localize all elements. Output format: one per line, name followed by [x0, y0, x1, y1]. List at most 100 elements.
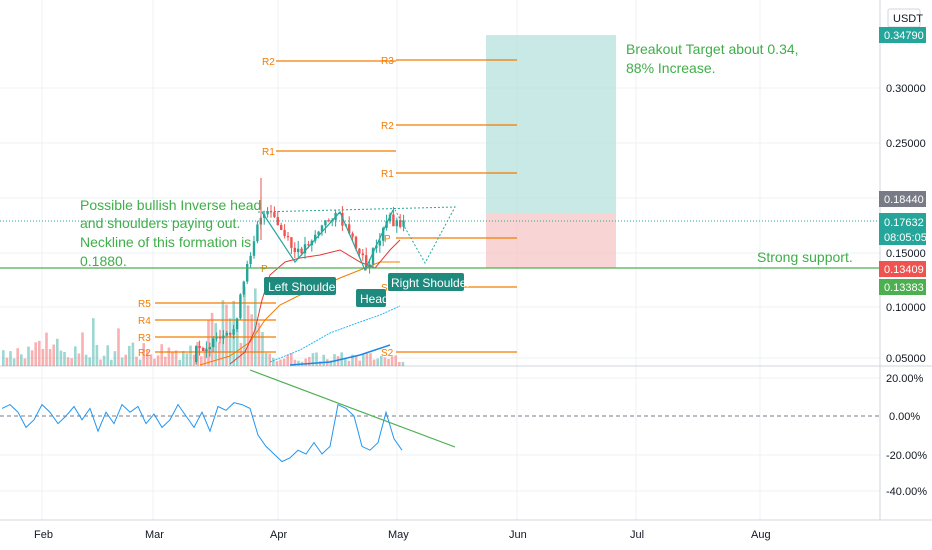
volume-bar [372, 359, 376, 366]
oscillator-axis[interactable]: 20.00% 0.00% -20.00% -40.00% [886, 373, 927, 498]
volume-bar [344, 358, 347, 366]
volume-bar [146, 350, 149, 366]
svg-text:20.00%: 20.00% [886, 373, 924, 385]
pivot-label: R1 [381, 169, 394, 180]
volume-bar [192, 354, 196, 366]
neckline[interactable] [257, 206, 456, 265]
candle-body [378, 240, 381, 246]
volume-bar [394, 355, 397, 366]
volume-bar [48, 349, 52, 366]
volume-bar [102, 355, 106, 366]
target-note[interactable]: Breakout Target about 0.34, 88% Increase… [626, 41, 799, 76]
volume-bar [336, 356, 340, 366]
pivot-label: S1 [381, 283, 394, 294]
candle-body [239, 294, 242, 319]
candle-body [297, 248, 300, 253]
ma-cyan [269, 305, 401, 363]
volume-bar [59, 350, 63, 366]
volume-bar [124, 354, 127, 366]
candles [195, 178, 405, 365]
candle-body [320, 225, 324, 232]
volume-bar [9, 351, 12, 366]
candle-body [382, 227, 385, 241]
volume-bar [106, 345, 109, 366]
volume-bar [70, 358, 73, 366]
candle-body [395, 220, 398, 227]
svg-text:-20.00%: -20.00% [886, 450, 927, 462]
volume-bar [398, 361, 401, 366]
price-axis[interactable]: USDT 0.30000 0.25000 0.15000 0.10000 0.0… [879, 8, 927, 365]
candle-body [361, 253, 364, 256]
volume-bar [174, 350, 178, 366]
last-close-label: 0.18440 [884, 194, 924, 206]
candle-body [314, 234, 317, 241]
volume-bar [333, 354, 336, 366]
candle-body [273, 212, 276, 218]
pattern-note[interactable]: Possible bullish Inverse head and should… [80, 197, 261, 269]
candle-body [324, 220, 327, 226]
left-shoulder-label[interactable]: Left Shoulder [264, 277, 339, 295]
volume-bar [178, 359, 181, 366]
time-axis[interactable]: Feb Mar Apr May Jun Jul Aug [34, 529, 771, 541]
candle-body [290, 237, 293, 248]
volume-bar [279, 359, 282, 366]
volume-bar [99, 359, 102, 366]
volume-bar [128, 345, 131, 366]
svg-text:Mar: Mar [145, 529, 164, 541]
volume-bar [30, 350, 34, 366]
volume-bar [95, 345, 99, 366]
volume-bars [2, 286, 405, 366]
volume-bar [189, 345, 192, 366]
svg-text:Feb: Feb [34, 529, 53, 541]
pivot-lines [155, 59, 517, 353]
volume-bar [308, 357, 311, 366]
volume-bar [351, 354, 354, 366]
volume-bar [88, 357, 91, 366]
volume-bar [322, 354, 325, 366]
stop-zone[interactable] [486, 213, 616, 268]
volume-bar [315, 352, 318, 366]
volume-bar [257, 322, 261, 366]
current-price-label: 0.17632 [884, 217, 924, 229]
right-shoulder-label[interactable]: Right Shoulder [388, 273, 470, 291]
volume-bar [243, 286, 246, 366]
osc-trendline[interactable] [249, 369, 456, 448]
volume-bar [228, 318, 232, 366]
volume-bar [41, 348, 45, 366]
svg-text:Head: Head [360, 292, 389, 306]
candle-body [283, 229, 286, 236]
volume-bar [246, 305, 250, 366]
volume-bar [239, 342, 243, 366]
svg-text:0.10000: 0.10000 [886, 302, 926, 314]
volume-bar [362, 354, 365, 366]
candle-body [293, 247, 296, 253]
svg-text:Jul: Jul [630, 529, 644, 541]
volume-bar [290, 352, 293, 366]
svg-text:Possible bullish Inverse head: Possible bullish Inverse head [80, 197, 261, 213]
candle-body [341, 212, 344, 226]
support-note[interactable]: Strong support. [757, 249, 853, 265]
head-label[interactable]: Head [356, 289, 389, 307]
volume-bar [135, 356, 138, 366]
volume-bar [2, 350, 5, 366]
volume-bar [261, 332, 264, 366]
oscillator-line [1, 402, 403, 463]
volume-bar [66, 357, 70, 366]
volume-bar [214, 323, 217, 366]
svg-text:-40.00%: -40.00% [886, 486, 927, 498]
inverse-hs-pattern[interactable] [261, 209, 394, 272]
volume-bar [113, 351, 117, 366]
svg-text:0.1880.: 0.1880. [80, 253, 127, 269]
volume-bar [329, 360, 333, 366]
candle-body [358, 248, 361, 254]
candle-body [249, 255, 252, 265]
volume-bar [383, 357, 387, 366]
pivot-label: R2 [138, 348, 151, 359]
svg-text:Left Shoulder: Left Shoulder [268, 280, 339, 294]
candle-body [351, 233, 354, 237]
candle-body [215, 337, 218, 339]
candle-body [303, 244, 307, 254]
volume-bar [16, 348, 19, 366]
target-zone[interactable] [486, 35, 616, 213]
